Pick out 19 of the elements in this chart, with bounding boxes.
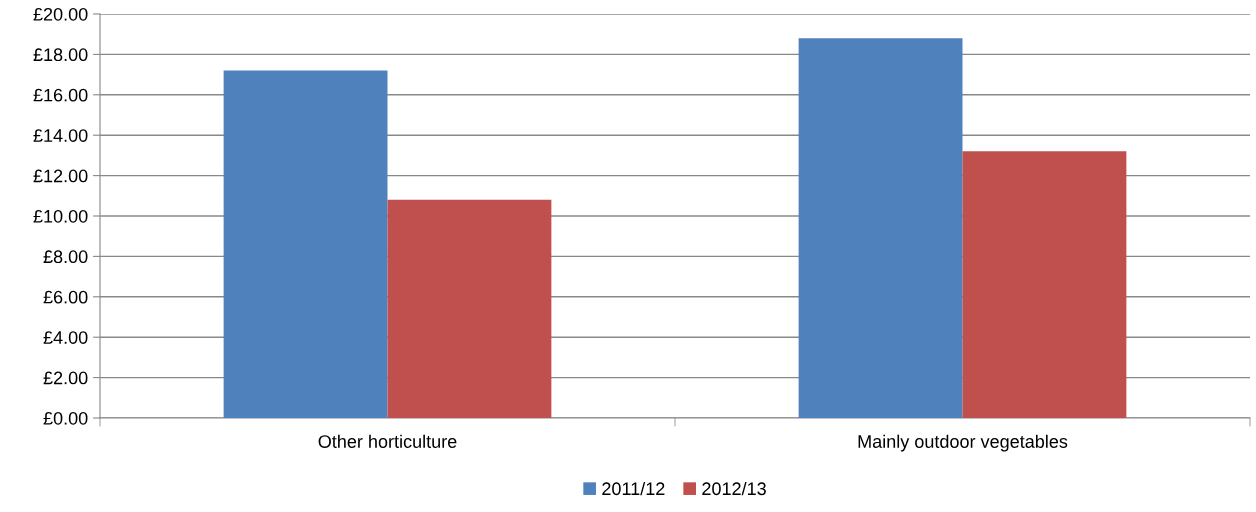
bar	[387, 199, 552, 418]
y-tick-label: £6.00	[43, 290, 88, 304]
y-tick-label: £16.00	[33, 88, 88, 102]
y-tick-label: £10.00	[33, 209, 88, 223]
x-tick-label: Other horticulture	[318, 434, 457, 448]
y-tick-label: £20.00	[33, 7, 88, 21]
bar	[798, 38, 963, 418]
y-tick-label: £2.00	[43, 371, 88, 385]
bar	[962, 151, 1127, 418]
y-tick-label: £18.00	[33, 48, 88, 62]
y-tick-label: £0.00	[43, 411, 88, 425]
legend-label: 2011/12	[602, 481, 665, 496]
legend-label: 2012/13	[702, 481, 766, 496]
bar	[223, 70, 388, 418]
y-tick-label: £12.00	[33, 169, 88, 183]
x-tick-label: Mainly outdoor vegetables	[858, 434, 1068, 452]
y-tick-label: £4.00	[43, 331, 88, 344]
y-tick-label: £8.00	[43, 250, 88, 264]
y-tick-label: £14.00	[33, 129, 88, 142]
